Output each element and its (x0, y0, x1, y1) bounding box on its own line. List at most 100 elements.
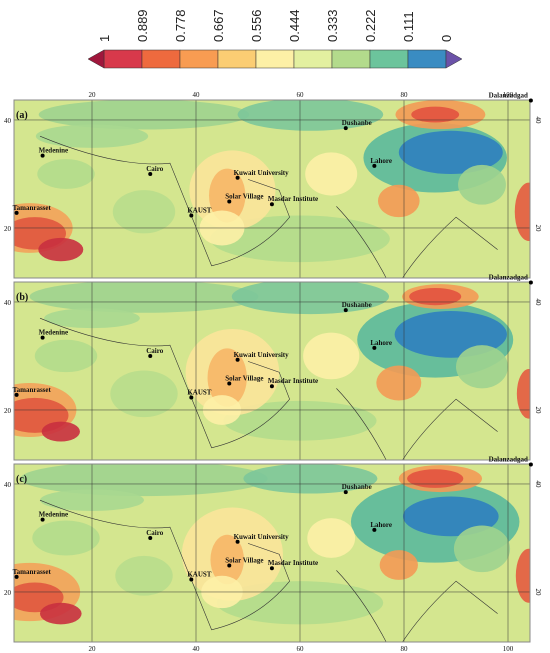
city-marker (14, 210, 19, 215)
map-field (231, 282, 390, 315)
city-marker (14, 392, 19, 397)
city-label: KAUST (187, 571, 211, 579)
map-field (376, 365, 422, 401)
city-label: Kuwait University (234, 533, 290, 541)
city-label: Lahore (370, 339, 392, 347)
city-marker (372, 163, 377, 168)
city-label: Kuwait University (234, 169, 290, 177)
lon-label: 80 (401, 91, 409, 99)
map-field (112, 190, 176, 234)
city-label: Masdar Institute (268, 377, 318, 385)
city-marker (343, 308, 348, 313)
city-marker (235, 175, 240, 180)
lon-label: 80 (401, 645, 409, 653)
lat-label: 20 (534, 406, 542, 414)
map-field (407, 469, 464, 488)
city-label: Cairo (146, 347, 163, 355)
colorbar-tick-label: 0.222 (363, 9, 378, 42)
map-field (515, 548, 530, 603)
colorbar-tick-label: 0.667 (211, 9, 226, 42)
city-marker (227, 199, 232, 204)
city-marker (189, 213, 194, 218)
city-marker (148, 535, 153, 540)
lat-label: 40 (4, 481, 12, 489)
colorbar-tick-label: 0 (439, 35, 454, 42)
colorbar-segment (407, 49, 447, 69)
lon-label: 40 (193, 91, 201, 99)
lon-label: 100 (503, 91, 514, 99)
colorbar-tick-label: 0.333 (325, 9, 340, 42)
colorbar-segment (331, 49, 371, 69)
lon-label: 60 (297, 645, 305, 653)
city-marker (189, 577, 194, 582)
lat-label: 20 (534, 588, 542, 596)
map-field (516, 368, 530, 419)
city-marker (269, 202, 274, 207)
city-label: KAUST (187, 207, 211, 215)
city-label: Medenine (39, 147, 69, 155)
city-marker (235, 357, 240, 362)
city-marker (269, 384, 274, 389)
city-label: Masdar Institute (268, 195, 318, 203)
city-marker (40, 153, 45, 158)
colorbar-segment (217, 49, 257, 69)
map-field (453, 525, 511, 573)
city-label: Solar Village (225, 557, 263, 565)
colorbar-segment (103, 49, 143, 69)
city-marker (40, 335, 45, 340)
city-marker (372, 527, 377, 532)
panel-frame (13, 463, 531, 643)
city-label: Kuwait University (234, 351, 290, 359)
colorbar-segment (255, 49, 295, 69)
city-label: Lahore (370, 521, 392, 529)
colorbar-segment (179, 49, 219, 69)
colorbar-segment (293, 49, 333, 69)
city-marker (40, 517, 45, 522)
map-field (38, 100, 250, 130)
lon-label: 20 (89, 645, 97, 653)
map-field (458, 164, 506, 205)
lat-label: 40 (534, 298, 542, 306)
city-marker (372, 345, 377, 350)
map-field (207, 348, 247, 407)
lon-label: 60 (297, 91, 305, 99)
city-label: Tamanrasset (13, 568, 52, 576)
map-panel (14, 100, 530, 278)
map-field (40, 602, 82, 625)
lat-label: 40 (534, 480, 542, 488)
city-label: Masdar Institute (268, 559, 318, 567)
panel-label: (a) (16, 110, 28, 121)
city-label: KAUST (187, 389, 211, 397)
city-label: Solar Village (225, 193, 263, 201)
map-field (41, 421, 80, 442)
map-field (237, 100, 384, 131)
lat-label: 20 (4, 407, 12, 415)
map-field (379, 550, 418, 580)
lat-label: 20 (534, 224, 542, 232)
lat-label: 20 (4, 225, 12, 233)
map-field (37, 159, 95, 189)
city-marker (148, 353, 153, 358)
colorbar-tick-label: 0.556 (249, 9, 264, 42)
city-marker (235, 539, 240, 544)
map-field (210, 534, 244, 585)
lat-label: 20 (4, 589, 12, 597)
city-label: Lahore (370, 157, 392, 165)
map-panel (14, 282, 530, 460)
map-field (38, 237, 84, 262)
colorbar-over (445, 49, 463, 69)
panel-label: (b) (16, 292, 28, 303)
map-field (305, 152, 358, 196)
city-label: Dushanbe (342, 119, 372, 127)
map-field (243, 464, 378, 494)
city-label: Dalanzadgad (489, 274, 528, 282)
colorbar-under (87, 49, 105, 69)
colorbar-tick-label: 1 (97, 35, 112, 42)
map-field (409, 287, 462, 306)
city-marker (528, 280, 533, 285)
city-label: Medenine (39, 329, 69, 337)
panel-label: (c) (16, 474, 27, 485)
lat-label: 40 (4, 299, 12, 307)
city-label: Medenine (39, 511, 69, 519)
